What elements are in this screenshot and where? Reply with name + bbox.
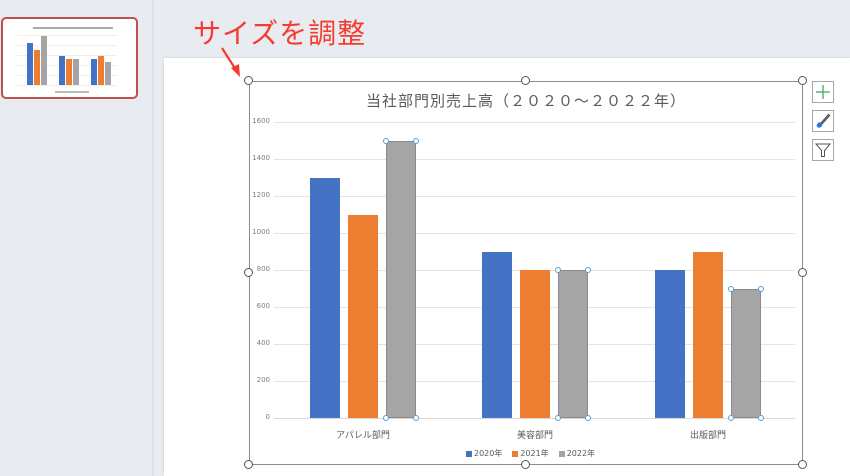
thumbnail-bar (34, 50, 40, 85)
thumbnail-bar (91, 59, 97, 85)
y-tick-label: 1600 (252, 117, 270, 125)
selection-point[interactable] (413, 137, 419, 144)
bar-2022年-出版部門[interactable] (731, 288, 761, 418)
chart-legend[interactable]: 2020年 2021年 2022年 (466, 448, 595, 459)
thumbnail-bar (59, 56, 65, 85)
selection-point[interactable] (728, 285, 734, 292)
selection-point[interactable] (383, 415, 389, 421)
selection-point[interactable] (758, 415, 764, 421)
plus-icon (816, 85, 830, 99)
resize-handle-bottom-right[interactable] (798, 460, 807, 469)
resize-handle-top-right[interactable] (798, 76, 807, 85)
x-axis-line (274, 418, 795, 419)
thumbnail-gridline (17, 45, 117, 46)
bar-2021年-アパレル部門[interactable] (348, 214, 378, 418)
slide-thumbnail-1[interactable] (1, 17, 138, 99)
y-tick-label: 200 (256, 376, 270, 384)
thumbnail-legend (55, 91, 89, 93)
y-tick-label: 0 (265, 413, 270, 421)
thumbnail-gridline (17, 85, 117, 86)
y-tick-label: 600 (256, 302, 270, 310)
pane-divider[interactable] (152, 0, 154, 476)
thumbnail-bar (98, 56, 104, 85)
thumbnail-gridline (17, 55, 117, 56)
slide-thumbnail-pane (0, 0, 152, 476)
resize-handle-left[interactable] (244, 268, 253, 277)
funnel-icon (815, 143, 831, 157)
category-label: 美容部門 (516, 431, 553, 441)
gridline (274, 122, 795, 123)
gridline (274, 233, 795, 234)
selection-point[interactable] (555, 267, 561, 273)
selection-point[interactable] (758, 285, 764, 292)
resize-handle-right[interactable] (798, 268, 807, 277)
bar-2022年-アパレル部門[interactable] (386, 140, 416, 418)
selection-point[interactable] (383, 137, 389, 144)
y-tick-label: 800 (256, 265, 270, 273)
legend-label: 2021年 (520, 449, 549, 458)
selection-point[interactable] (585, 267, 591, 273)
chart-elements-button[interactable] (812, 81, 834, 103)
resize-handle-top[interactable] (521, 76, 530, 85)
category-label: アパレル部門 (336, 431, 390, 441)
chart-styles-button[interactable] (812, 110, 834, 132)
gridline (274, 159, 795, 160)
legend-swatch-icon (558, 450, 565, 457)
y-tick-label: 1000 (252, 228, 270, 236)
thumbnail-bar (105, 62, 111, 85)
legend-swatch-icon (466, 450, 472, 457)
bar-2021年-美容部門[interactable] (520, 270, 550, 418)
annotation-text: サイズを調整 (193, 17, 367, 50)
resize-handle-top-left[interactable] (244, 76, 253, 85)
y-tick-label: 1200 (252, 191, 270, 199)
selection-point[interactable] (585, 415, 591, 421)
selection-point[interactable] (728, 415, 734, 421)
thumbnail-gridline (17, 35, 117, 36)
legend-item-2020[interactable]: 2020年 (466, 448, 502, 459)
selection-point[interactable] (555, 415, 561, 421)
thumbnail-bar (73, 59, 79, 85)
bar-2020年-アパレル部門[interactable] (310, 177, 340, 418)
bar-2021年-出版部門[interactable] (693, 251, 723, 418)
bar-2020年-出版部門[interactable] (655, 270, 685, 418)
paintbrush-icon (816, 113, 831, 128)
thumbnail-title (33, 27, 113, 29)
legend-item-2021[interactable]: 2021年 (512, 448, 549, 459)
thumbnail-bar (27, 43, 33, 85)
category-label: 出版部門 (689, 431, 726, 441)
thumbnail-bar (41, 36, 47, 85)
legend-swatch-icon (512, 450, 519, 457)
thumbnail-bar (66, 59, 72, 85)
resize-handle-bottom-left[interactable] (244, 460, 253, 469)
chart-title[interactable]: 当社部門別売上高（２０２０～２０２２年） (365, 92, 686, 110)
legend-label: 2020年 (474, 449, 503, 458)
chart-filters-button[interactable] (812, 139, 834, 161)
bar-2022年-美容部門[interactable] (558, 270, 588, 418)
selection-point[interactable] (413, 415, 419, 421)
gridline (274, 196, 795, 197)
resize-handle-bottom[interactable] (521, 460, 530, 469)
legend-label: 2022年 (566, 449, 596, 458)
bar-2020年-美容部門[interactable] (482, 251, 512, 418)
y-tick-label: 400 (256, 339, 270, 347)
legend-item-2022[interactable]: 2022年 (558, 448, 596, 459)
y-tick-label: 1400 (252, 154, 270, 162)
